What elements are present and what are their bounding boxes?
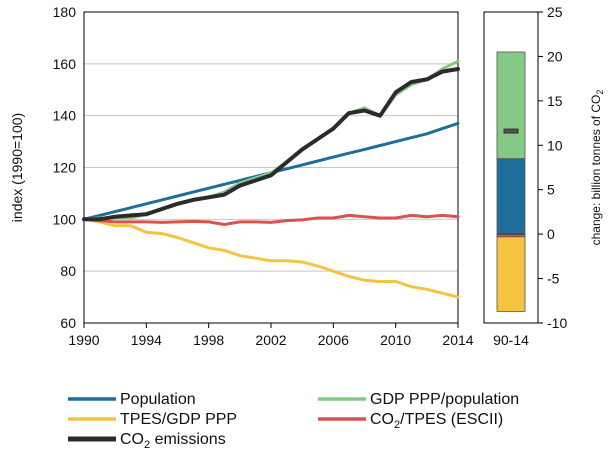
right-tick-label-5: 5 [547,182,555,198]
x-tick-label-1994: 1994 [131,332,162,348]
y-axis-label: index (1990=100) [9,113,25,222]
legend-label-1: GDP PPP/population [370,391,519,408]
x-tick-label-1998: 1998 [193,332,224,348]
right-axis-label-sub: 2 [595,90,605,95]
legend-label-text-3: CO [370,411,394,428]
legend-label-sub-4: 2 [144,439,150,451]
right-tick-label-15: 15 [547,93,563,109]
legend-label-suffix-3: /TPES (ESCII) [400,411,503,428]
y-tick-label-100: 100 [53,211,77,227]
y-tick-label-80: 80 [60,263,76,279]
plot-frame [83,11,459,324]
right-axis-label: change: billion tonnes of CO2 [589,90,605,246]
x-tick-label-2006: 2006 [318,332,349,348]
legend-label-4: CO2 emissions [120,431,226,451]
right-tick-label-25: 25 [547,4,563,20]
legend-label-0: Population [120,391,196,408]
y-tick-label-60: 60 [60,315,76,331]
y-tick-label-160: 160 [53,56,77,72]
legend-label-text-0: Population [120,391,196,408]
bar-segment-tpes-gdp-ppp [496,236,526,312]
series-line-co2-emissions [82,67,460,222]
net-co2-marker [503,128,519,134]
bar-category-label: 90-14 [493,332,529,348]
right-tick-label-20: 20 [547,48,563,64]
x-tick-label-2002: 2002 [255,332,286,348]
bar-segment-population [496,158,526,235]
y-tick-label-180: 180 [53,4,77,20]
x-tick-label-2014: 2014 [442,332,473,348]
series-line-co2-tpes-escii- [82,213,460,226]
right-tick-label-10: 10 [547,137,563,153]
right-tick-label--10: -10 [547,315,567,331]
legend-label-text-4: CO [120,431,144,448]
legend-label-text-1: GDP PPP/population [370,391,519,408]
x-tick-label-2010: 2010 [380,332,411,348]
series-line-tpes-gdp-ppp [82,217,460,299]
legend-label-3: CO2/TPES (ESCII) [370,411,503,431]
legend-label-sub-3: 2 [394,419,400,431]
y-tick-label-120: 120 [53,160,77,176]
y-tick-label-140: 140 [53,108,77,124]
legend-label-text-2: TPES/GDP PPP [120,411,237,428]
legend-label-suffix-4: emissions [150,431,226,448]
right-tick-label-0: 0 [547,226,555,242]
x-tick-label-1990: 1990 [68,332,99,348]
bar-segment-gdp-ppp-population [496,51,526,160]
legend-label-2: TPES/GDP PPP [120,411,237,428]
right-tick-label--5: -5 [547,271,560,287]
right-axis-label-main: change: billion tonnes of CO [589,95,603,246]
